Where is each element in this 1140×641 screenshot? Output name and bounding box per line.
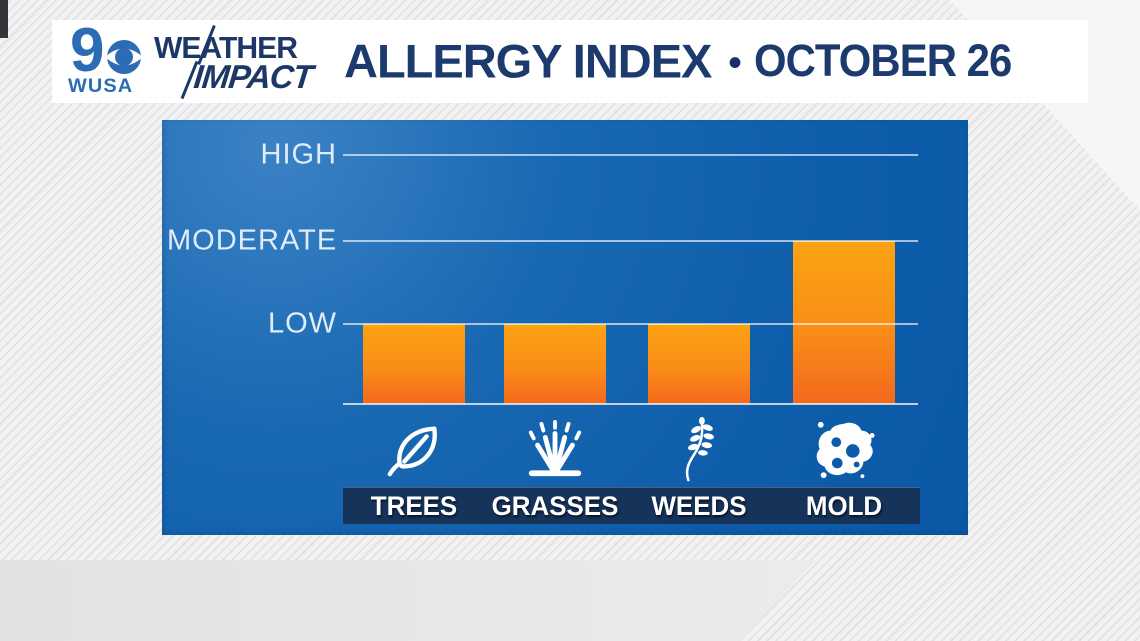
channel-9-glyph: 9 xyxy=(70,16,105,85)
ytick-low: LOW xyxy=(267,307,337,340)
category-label-weeds: WEEDS xyxy=(651,491,747,521)
bar-trees xyxy=(363,324,465,404)
ytick-high: HIGH xyxy=(260,138,337,171)
category-label-bar xyxy=(343,487,920,524)
ytick-moderate: MODERATE xyxy=(167,224,338,257)
gridline-moderate xyxy=(343,240,918,242)
bar-grasses xyxy=(504,324,606,404)
category-label-grasses: GRASSES xyxy=(491,491,619,521)
weed-icon xyxy=(666,416,732,482)
bar-weeds xyxy=(648,324,750,404)
wordmark-weather: WEATHER xyxy=(154,30,298,65)
mold-icon xyxy=(811,416,877,482)
gridline-low xyxy=(343,323,918,325)
cbs-eye-icon xyxy=(105,40,143,74)
header-bar: 9 WUSA WEATHER IMPACT ALLERGY INDEX • OC… xyxy=(52,20,1088,103)
weather-impact-wordmark: WEATHER IMPACT xyxy=(152,24,352,100)
page-title: ALLERGY INDEX xyxy=(344,33,712,87)
grass-icon xyxy=(522,416,588,482)
wordmark-impact: IMPACT xyxy=(192,58,315,95)
wusa9-logo: 9 WUSA xyxy=(68,20,164,100)
allergy-chart-panel: HIGH MODERATE LOW TREES GRASSES WEEDS MOLD xyxy=(162,120,968,535)
date-text: OCTOBER 26 xyxy=(754,34,1012,86)
category-label-mold: MOLD xyxy=(805,491,883,521)
callsign-text: WUSA xyxy=(68,76,134,97)
gridline-high xyxy=(343,154,918,156)
x-axis-baseline xyxy=(343,403,918,405)
leaf-icon xyxy=(381,416,447,482)
bullet-separator-icon: • xyxy=(728,40,743,85)
category-label-trees: TREES xyxy=(370,491,458,521)
bar-mold xyxy=(793,241,895,404)
corner-sliver xyxy=(0,0,8,38)
